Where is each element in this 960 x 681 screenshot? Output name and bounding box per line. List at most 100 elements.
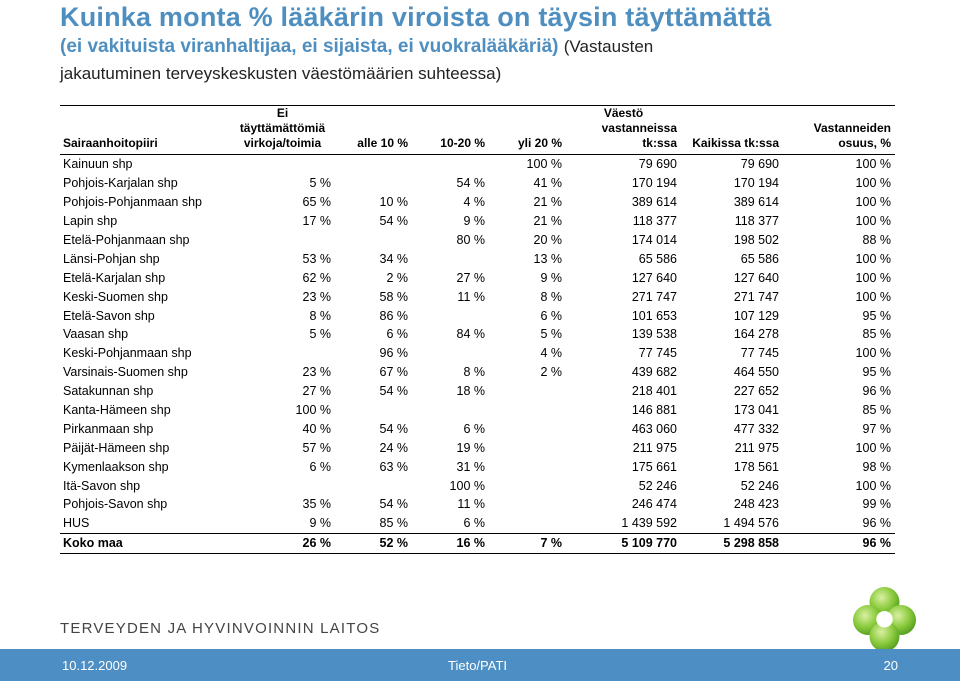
cell-share: 100 % [855,176,891,191]
cell-district: Varsinais-Suomen shp [63,365,188,380]
cell-gt20: 9 % [540,270,562,285]
cell-all: 65 586 [740,251,779,266]
cell-none: 5 % [309,327,331,342]
table-row: Lapin shp 17 % 54 % 9 % 21 % 118 377 118 377 10… [60,212,895,231]
cell-lt10: 86 % [379,308,409,323]
table-row: Etelä-Karjalan shp 62 % 2 % 27 % 9 % 127 640 1… [60,268,895,287]
cell-none [230,476,335,495]
total-all: 5 298 858 [681,532,783,554]
cell-pop: 52 246 [638,478,677,493]
cell-district: Pohjois-Savon shp [63,497,168,512]
cell-gt20: 6 % [540,308,562,323]
table-row: HUS 9 % 85 % 6 % 1 439 592 1 494 576 96 % [60,514,895,533]
table-row: Pohjois-Pohjanmaan shp 65 % 10 % 4 % 21 % 389… [60,193,895,212]
cell-pop: 127 640 [631,270,677,285]
cell-district: Kymenlaakson shp [63,459,169,474]
cell-gt20 [489,514,566,533]
cell-gt20: 5 % [540,327,562,342]
table-header-row: Sairaanhoitopiiri Ei täyttämättömiä virk… [60,105,895,155]
cell-lt10: 54 % [379,384,409,399]
cell-share: 100 % [855,289,891,304]
cell-pop: 174 014 [631,233,677,247]
header-unfilled-line2: virkoja/toimia [243,136,322,150]
page-title: Kuinka monta % lääkärin viroista on täys… [60,2,772,32]
cell-r10_20: 8 % [463,365,485,380]
cell-district: Pohjois-Karjalan shp [63,176,178,191]
cell-r10_20: 31 % [456,459,486,474]
cell-share: 99 % [862,497,892,512]
cell-share: 100 % [855,478,891,493]
cell-r10_20 [412,155,489,174]
cell-lt10: 24 % [379,440,409,455]
cell-district: Päijät-Hämeen shp [63,440,170,455]
table-row: Varsinais-Suomen shp 23 % 67 % 8 % 2 % 439 68… [60,363,895,382]
cell-r10_20 [412,344,489,363]
cell-r10_20: 80 % [456,233,486,247]
cell-none: 100 % [295,403,331,418]
cell-all: 477 332 [733,421,779,436]
table-row: Pohjois-Karjalan shp 5 % 54 % 41 % 170 194 17… [60,174,895,193]
header-all: Kaikissa tk:ssa [681,105,783,155]
cell-pop: 218 401 [631,384,677,399]
cell-share: 100 % [855,214,891,229]
cell-pop: 65 586 [638,251,677,266]
cell-r10_20 [412,249,489,268]
cell-gt20: 2 % [540,365,562,380]
cell-gt20 [489,419,566,438]
total-pop: 5 109 770 [566,532,681,554]
cell-share: 85 % [862,403,892,418]
cell-all: 118 377 [734,214,779,229]
cell-share: 95 % [862,308,892,323]
cell-district: Keski-Pohjanmaan shp [63,346,192,361]
header-unfilled-line1: Ei täyttämättömiä [239,106,326,135]
cell-none: 23 % [302,365,332,380]
table-row: Etelä-Pohjanmaan shp 80 % 20 % 174 014 198 5… [60,231,895,250]
cell-share: 100 % [855,270,891,285]
header-unfilled: Ei täyttämättömiä virkoja/toimia [230,105,335,155]
cell-none: 17 % [302,214,332,229]
cell-pop: 246 474 [631,497,677,512]
cell-all: 248 423 [733,497,779,512]
cell-none: 35 % [302,497,332,512]
cell-district: Itä-Savon shp [63,478,141,493]
cell-share: 85 % [862,327,892,342]
header-share: Vastanneiden osuus, % [783,105,895,155]
cell-gt20: 100 % [526,157,562,172]
cell-gt20: 13 % [533,251,563,266]
cell-all: 77 745 [740,346,779,361]
cell-none: 8 % [309,308,331,323]
subtitle-bold: (ei vakituista viranhaltijaa, ei sijaist… [60,36,559,57]
subtitle-plain: (Vastausten [563,37,654,56]
cell-gt20: 41 % [533,176,563,191]
table-row: Pohjois-Savon shp 35 % 54 % 11 % 246 474 248 … [60,495,895,514]
footer-date: 10.12.2009 [62,658,128,673]
header-share-line1: Vastanneiden [813,121,891,135]
subtitle-line2: jakautuminen terveyskeskusten väestömäär… [60,64,502,83]
header-over20: yli 20 % [489,105,566,155]
cell-all: 198 502 [733,233,779,247]
cell-none [230,155,335,174]
cell-pop: 139 538 [631,327,677,342]
table-row: Kanta-Hämeen shp 100 % 146 881 173 041 85 % [60,401,895,420]
cell-none: 9 % [309,516,331,531]
cell-gt20 [489,382,566,401]
table-row: Etelä-Savon shp 8 % 86 % 6 % 101 653 107 129 9… [60,306,895,325]
cell-lt10 [335,401,412,420]
cell-lt10: 96 % [379,346,409,361]
table-row: Kainuun shp 100 % 79 690 79 690 100 % [60,155,895,174]
footer-page-number: 20 [883,658,898,673]
cell-r10_20: 19 % [456,440,486,455]
cell-share: 100 % [855,157,891,172]
cell-r10_20: 11 % [457,497,485,512]
total-district: Koko maa [60,532,230,554]
cell-none: 23 % [302,289,332,304]
cell-all: 127 640 [733,270,779,285]
cell-lt10 [335,174,412,193]
cell-none: 40 % [302,421,332,436]
cell-district: Kainuun shp [63,157,133,172]
cell-share: 96 % [862,516,892,531]
cell-lt10: 6 % [386,327,408,342]
cell-none: 57 % [302,440,332,455]
organization-logo-text: TERVEYDEN JA HYVINVOINNIN LAITOS [60,620,381,637]
header-share-line2: osuus, % [838,136,891,150]
